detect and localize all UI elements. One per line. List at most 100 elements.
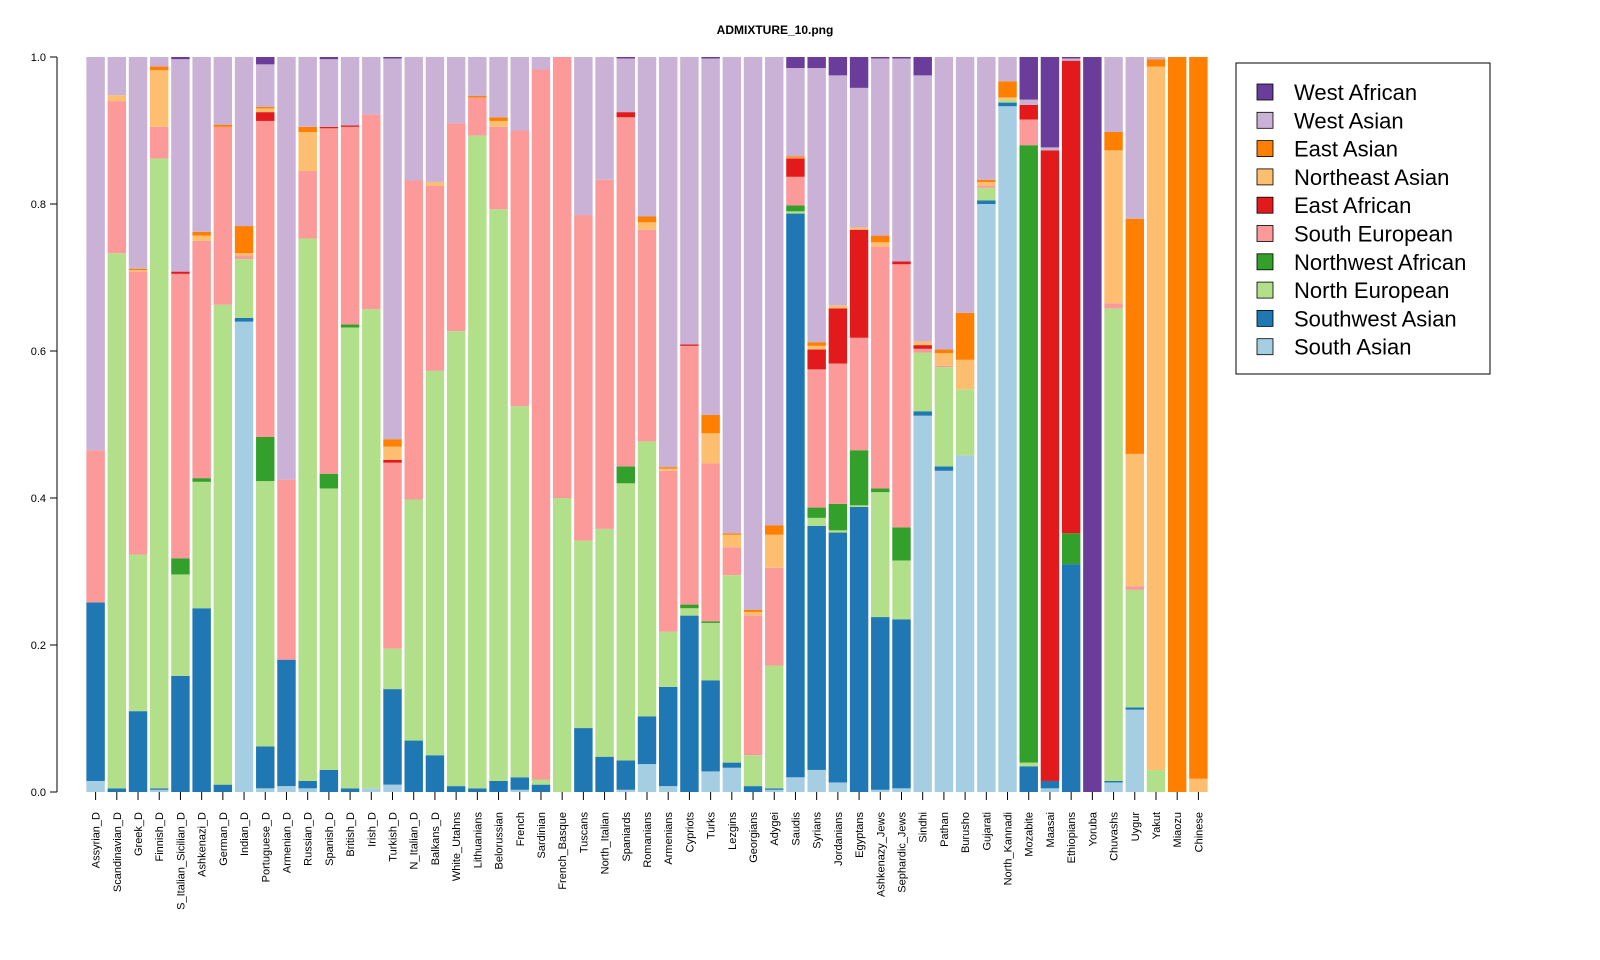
bar-segment <box>680 57 699 345</box>
bar-segment <box>637 222 657 230</box>
x-tick-label: Saudis <box>790 812 802 846</box>
bar-segment <box>256 481 275 747</box>
bar-segment <box>531 69 551 780</box>
bar-segment <box>616 789 636 792</box>
bar-segment <box>701 58 720 415</box>
bar-segment <box>955 455 975 792</box>
bar-segment <box>765 567 784 666</box>
bar-segment <box>595 57 614 180</box>
bar-segment <box>1125 709 1144 792</box>
bar-segment <box>192 481 211 609</box>
bar-segment <box>383 57 402 59</box>
bar-segment <box>1019 119 1038 146</box>
bar-segment <box>340 125 360 127</box>
bar-segment <box>1040 57 1060 148</box>
bar-segment <box>192 57 211 232</box>
bar-segment <box>977 179 996 182</box>
bar-segment <box>828 308 848 364</box>
bar-segment <box>934 349 954 354</box>
bar-segment <box>871 492 890 618</box>
bar-segment <box>128 270 148 272</box>
bar-segment <box>743 615 763 756</box>
bar-segment <box>892 261 911 265</box>
bar-segment <box>998 106 1017 793</box>
x-tick-label: Yoruba <box>1087 811 1099 846</box>
x-tick-label: Portuguese_D <box>260 812 272 882</box>
bar-segment <box>1125 586 1144 590</box>
bar-segment <box>786 213 805 778</box>
bar-segment <box>658 686 678 787</box>
bar-segment <box>849 229 869 338</box>
bar-segment <box>701 621 720 623</box>
bar-segment <box>892 58 911 262</box>
bar-segment <box>637 716 657 765</box>
bar-segment <box>319 57 339 60</box>
bar-segment <box>298 780 317 789</box>
bar-segment <box>213 304 233 785</box>
bar-segment <box>871 789 890 792</box>
bar-segment <box>171 273 190 559</box>
x-tick-label: Sardinian <box>536 812 548 858</box>
bar-segment <box>489 120 508 127</box>
bar-segment <box>977 187 996 201</box>
bar-segment <box>722 575 742 763</box>
legend-label: South Asian <box>1294 335 1411 360</box>
bar-segment <box>892 560 911 620</box>
bar-segment <box>1125 218 1144 454</box>
bar-segment <box>531 779 551 785</box>
bar-segment <box>552 498 572 792</box>
x-tick-label: Georgians <box>748 812 760 863</box>
bar-segment <box>786 777 805 792</box>
bar-segment <box>256 746 275 789</box>
x-tick-label: Lezgins <box>727 812 739 850</box>
bar-segment <box>234 57 254 227</box>
bar-segment <box>171 57 190 60</box>
bar-segment <box>913 411 932 416</box>
bar-segment <box>998 81 1017 98</box>
bar-segment <box>786 205 805 212</box>
bar-segment <box>849 337 869 451</box>
legend-label: West Asian <box>1294 108 1404 133</box>
bar-segment <box>256 788 275 792</box>
x-tick-label: Ashkenazy_Jews <box>875 812 887 897</box>
bar-segment <box>871 57 890 59</box>
bar-segment <box>637 441 657 717</box>
bar-segment <box>510 57 529 131</box>
x-tick-label: Cypriots <box>684 812 696 853</box>
bar-segment <box>658 57 678 468</box>
bar-segment <box>828 530 848 533</box>
bar-segment <box>192 235 211 241</box>
bar-segment <box>765 665 784 789</box>
bar-segment <box>489 209 508 781</box>
bar-segment <box>913 57 932 76</box>
bar-segment <box>298 238 317 781</box>
bar-segment <box>171 574 190 676</box>
bar-segment <box>680 344 699 346</box>
legend-label: North European <box>1294 278 1449 303</box>
bar-segment <box>510 130 529 407</box>
bar-segment <box>362 114 381 310</box>
bar-segment <box>786 176 805 206</box>
bar-segment <box>1189 778 1208 792</box>
bar-segment <box>1104 782 1123 792</box>
bar-segment <box>616 760 636 790</box>
bar-segment <box>298 131 317 171</box>
bar-segment <box>807 349 826 370</box>
bar-segment <box>425 57 445 182</box>
bar-segment <box>1146 59 1166 67</box>
bar-segment <box>828 532 848 783</box>
bar-segment <box>128 554 148 712</box>
bar-segment <box>680 608 699 616</box>
x-tick-label: Scandinavian_D <box>112 812 124 892</box>
bar-segment <box>1061 564 1081 792</box>
bar-segment <box>743 755 763 787</box>
bar-segment <box>637 57 657 217</box>
bar-segment <box>1040 147 1060 151</box>
bar-segment <box>574 728 593 792</box>
legend-label: West African <box>1294 80 1417 105</box>
bar-segment <box>849 227 869 230</box>
bar-segment <box>298 170 317 239</box>
x-tick-label: Miaozu <box>1172 812 1184 847</box>
bar-segment <box>595 179 614 529</box>
bar-segment <box>150 70 169 127</box>
